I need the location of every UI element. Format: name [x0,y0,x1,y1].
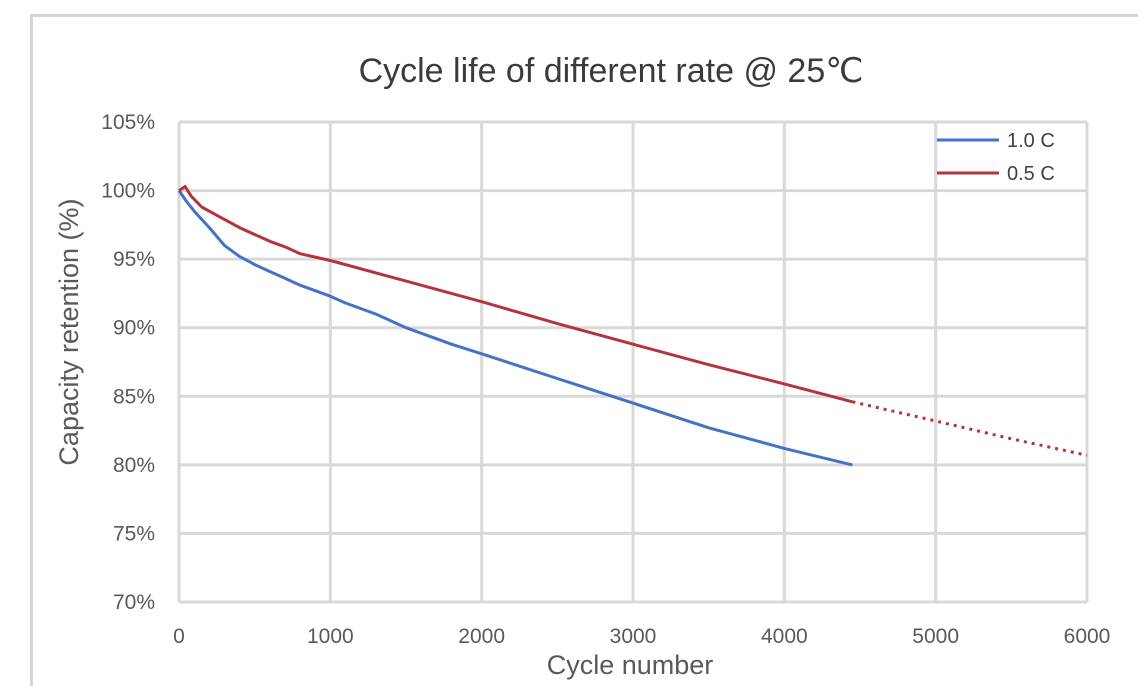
legend-label-0: 1.0 C [1007,130,1055,152]
series-line-1-projection [852,400,1088,457]
y-tick-label: 105% [101,111,155,134]
chart-frame [30,14,1138,686]
series-lines [177,185,1088,467]
y-tick-label: 80% [113,454,155,477]
series-line-0 [177,189,853,467]
y-axis-label: Capacity retention (%) [54,198,84,465]
x-tick-label: 2000 [458,625,505,648]
y-tick-label: 75% [113,522,155,545]
y-axis-ticks: 70% 75% 80% 85% 90% 95% 100% 105% [101,111,155,614]
y-tick-label: 90% [113,317,155,340]
x-tick-label: 5000 [912,625,959,648]
legend: 1.0 C 0.5 C [937,130,1055,185]
grid [177,120,1089,604]
x-axis-label: Cycle number [547,650,714,680]
x-tick-label: 4000 [761,625,808,648]
y-tick-label: 70% [113,591,155,614]
series-line-1 [178,185,853,404]
x-tick-label: 1000 [307,625,354,648]
x-axis-ticks: 0 1000 2000 3000 4000 5000 6000 [173,625,1110,648]
chart-title: Cycle life of different rate @ 25℃ [359,52,864,90]
y-tick-label: 100% [101,180,155,203]
x-tick-label: 0 [173,625,185,648]
legend-label-1: 0.5 C [1007,163,1055,185]
x-tick-label: 6000 [1064,625,1111,648]
y-tick-label: 85% [113,385,155,408]
x-tick-label: 3000 [610,625,657,648]
y-tick-label: 95% [113,248,155,271]
